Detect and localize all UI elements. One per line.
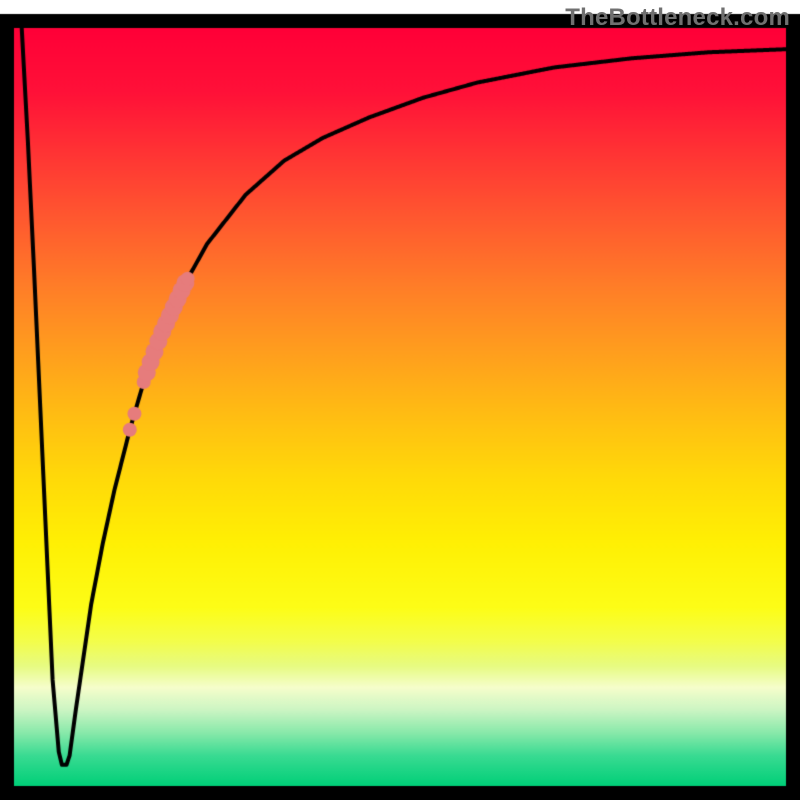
bottleneck-chart-canvas <box>0 0 800 800</box>
chart-container: TheBottleneck.com <box>0 0 800 800</box>
